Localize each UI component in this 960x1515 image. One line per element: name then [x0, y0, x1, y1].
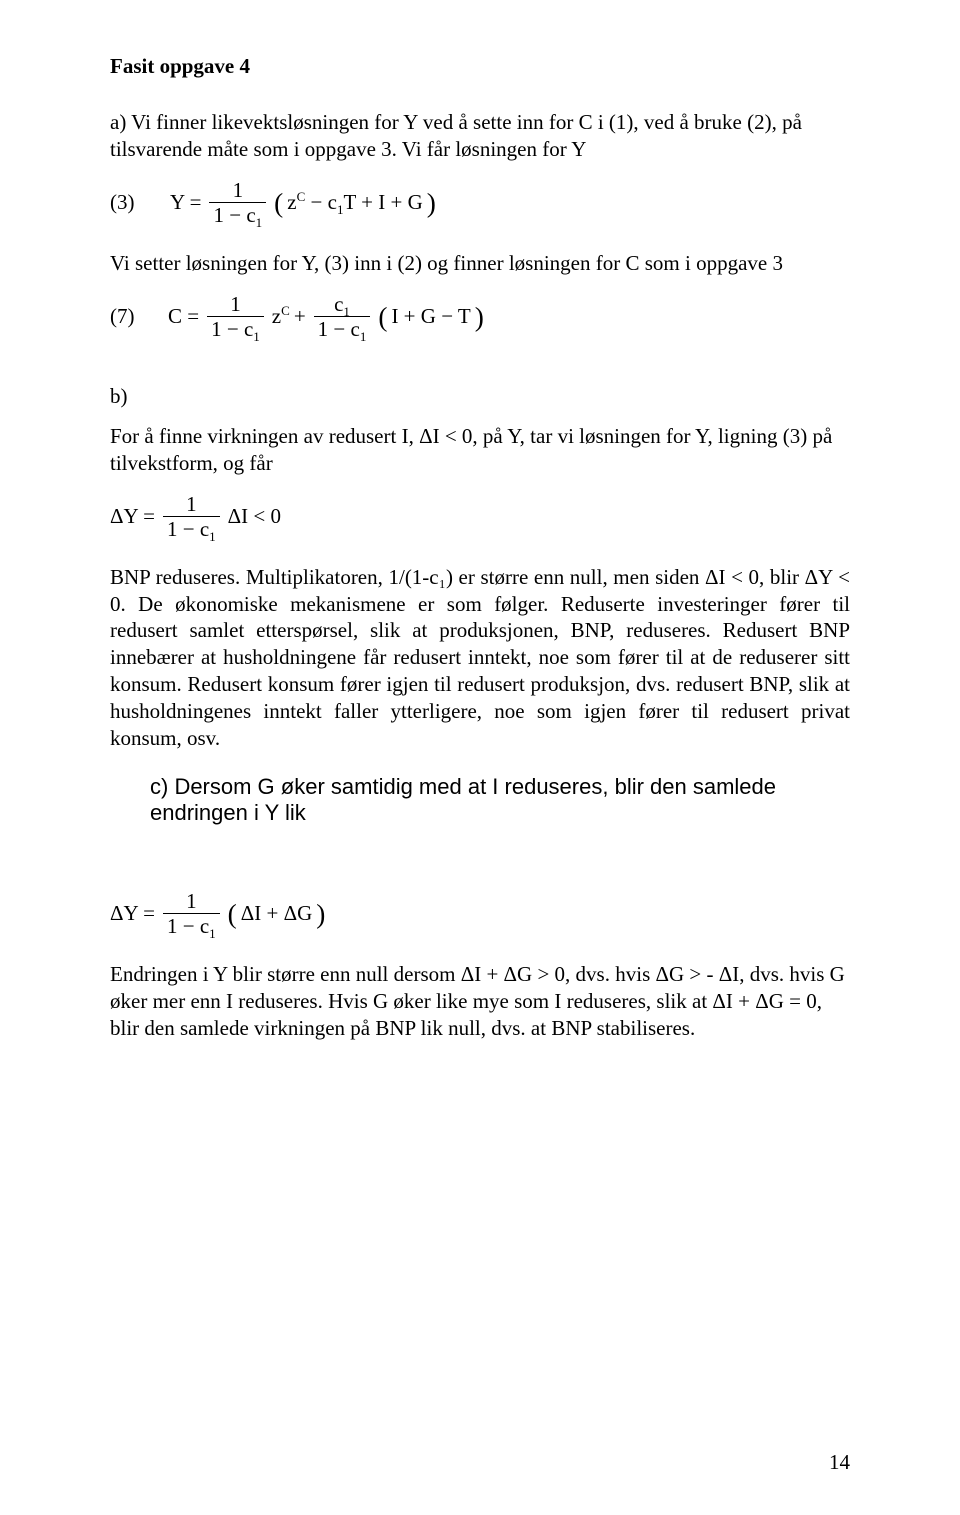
- rparen-icon: ): [475, 302, 484, 333]
- subheading-c: c) Dersom G øker samtidig med at I redus…: [150, 774, 850, 826]
- paragraph-b2: BNP reduseres. Multiplikatoren, 1/(1-c₁)…: [110, 564, 850, 752]
- eq3-inner: zC − c1T + I + G: [287, 190, 423, 215]
- eq-dy2-lhs: ΔY =: [110, 901, 155, 926]
- eq7-lhs: C =: [168, 304, 199, 329]
- eq7-body: C = 1 1 − c1 zC + c1 1 − c1 ( I + G −: [168, 293, 484, 340]
- eq7-inner: I + G − T: [391, 304, 470, 329]
- eq7-frac1: 1 1 − c1: [207, 293, 264, 340]
- eq7-label: (7): [110, 304, 168, 329]
- equation-7: (7) C = 1 1 − c1 zC + c1 1 − c1 (: [110, 293, 850, 340]
- lparen-icon: (: [378, 302, 387, 333]
- eq7-plus: +: [294, 304, 306, 329]
- paragraph-a: a) Vi finner likevektsløsningen for Y ve…: [110, 109, 850, 163]
- equation-dy2: ΔY = 1 1 − c1 ( ΔI + ΔG ): [110, 890, 850, 937]
- paragraph-b1: For å finne virkningen av redusert I, ΔI…: [110, 423, 850, 477]
- rparen-icon: ): [316, 899, 325, 930]
- paragraph-c1: Endringen i Y blir større enn null derso…: [110, 961, 850, 1042]
- spacer: [110, 848, 850, 874]
- eq3-lhs: Y =: [170, 190, 201, 215]
- page: Fasit oppgave 4 a) Vi finner likevektslø…: [0, 0, 960, 1515]
- paragraph-setter: Vi setter løsningen for Y, (3) inn i (2)…: [110, 250, 850, 277]
- eq3-frac-num: 1: [229, 179, 248, 202]
- eq-dy2-frac: 1 1 − c1: [163, 890, 220, 937]
- eq-dy-frac: 1 1 − c1: [163, 493, 220, 540]
- subheading-b: b): [110, 384, 850, 409]
- lparen-icon: (: [274, 188, 283, 219]
- eq-dy-rhs: ΔI < 0: [228, 504, 281, 529]
- eq-dy-body: ΔY = 1 1 − c1 ΔI < 0: [110, 493, 281, 540]
- equation-dy: ΔY = 1 1 − c1 ΔI < 0: [110, 493, 850, 540]
- eq-dy2-inner: ΔI + ΔG: [241, 901, 313, 926]
- eq7-frac2: c1 1 − c1: [314, 293, 371, 340]
- eq7-z: zC: [272, 304, 290, 329]
- eq-dy-lhs: ΔY =: [110, 504, 155, 529]
- eq3-body: Y = 1 1 − c1 ( zC − c1T + I + G ): [170, 179, 436, 226]
- eq3-frac: 1 1 − c1: [209, 179, 266, 226]
- eq-dy2-body: ΔY = 1 1 − c1 ( ΔI + ΔG ): [110, 890, 325, 937]
- eq3-label: (3): [110, 190, 170, 215]
- eq3-frac-den: 1 − c1: [209, 202, 266, 226]
- equation-3: (3) Y = 1 1 − c1 ( zC − c1T + I + G ): [110, 179, 850, 226]
- page-number: 14: [829, 1450, 850, 1475]
- rparen-icon: ): [427, 188, 436, 219]
- section-title: Fasit oppgave 4: [110, 54, 850, 79]
- lparen-icon: (: [228, 899, 237, 930]
